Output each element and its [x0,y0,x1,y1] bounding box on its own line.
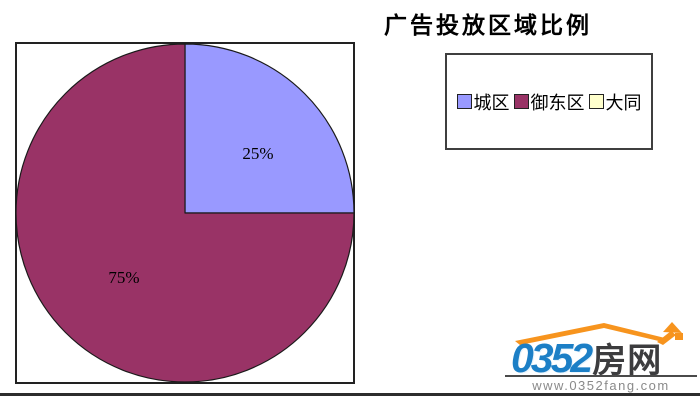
legend-swatch-chengqu [456,94,472,109]
brand-name: 房网 [592,342,663,380]
brand-wordmark: 0352 房网 [511,335,663,382]
slice-label-75: 75% [108,268,139,287]
chart-title: 广告投放区域比例 [384,12,592,38]
pie-slice-chengqu [184,43,355,214]
brand-number: 0352 [511,335,593,382]
legend-label-datong: 大同 [605,92,642,113]
legend-swatch-datong [588,94,604,109]
legend-item-datong: 大同 [588,89,642,115]
slice-label-25: 25% [242,144,273,163]
pie-slice-yudongqu [15,43,355,383]
bottom-divider [0,393,700,396]
chart-legend: 城区 御东区 大同 [445,53,653,150]
legend-label-yudongqu: 御东区 [530,92,585,113]
roof-arrow-icon [515,322,683,345]
legend-item-chengqu: 城区 [456,89,510,115]
site-watermark: 0352 房网 www.0352fang.com [505,322,697,393]
legend-swatch-yudongqu [513,94,529,109]
legend-label-chengqu: 城区 [473,92,510,113]
brand-url: www.0352fang.com [505,375,697,393]
legend-item-yudongqu: 御东区 [513,89,585,115]
pie-chart: 25% 75% [15,43,355,383]
